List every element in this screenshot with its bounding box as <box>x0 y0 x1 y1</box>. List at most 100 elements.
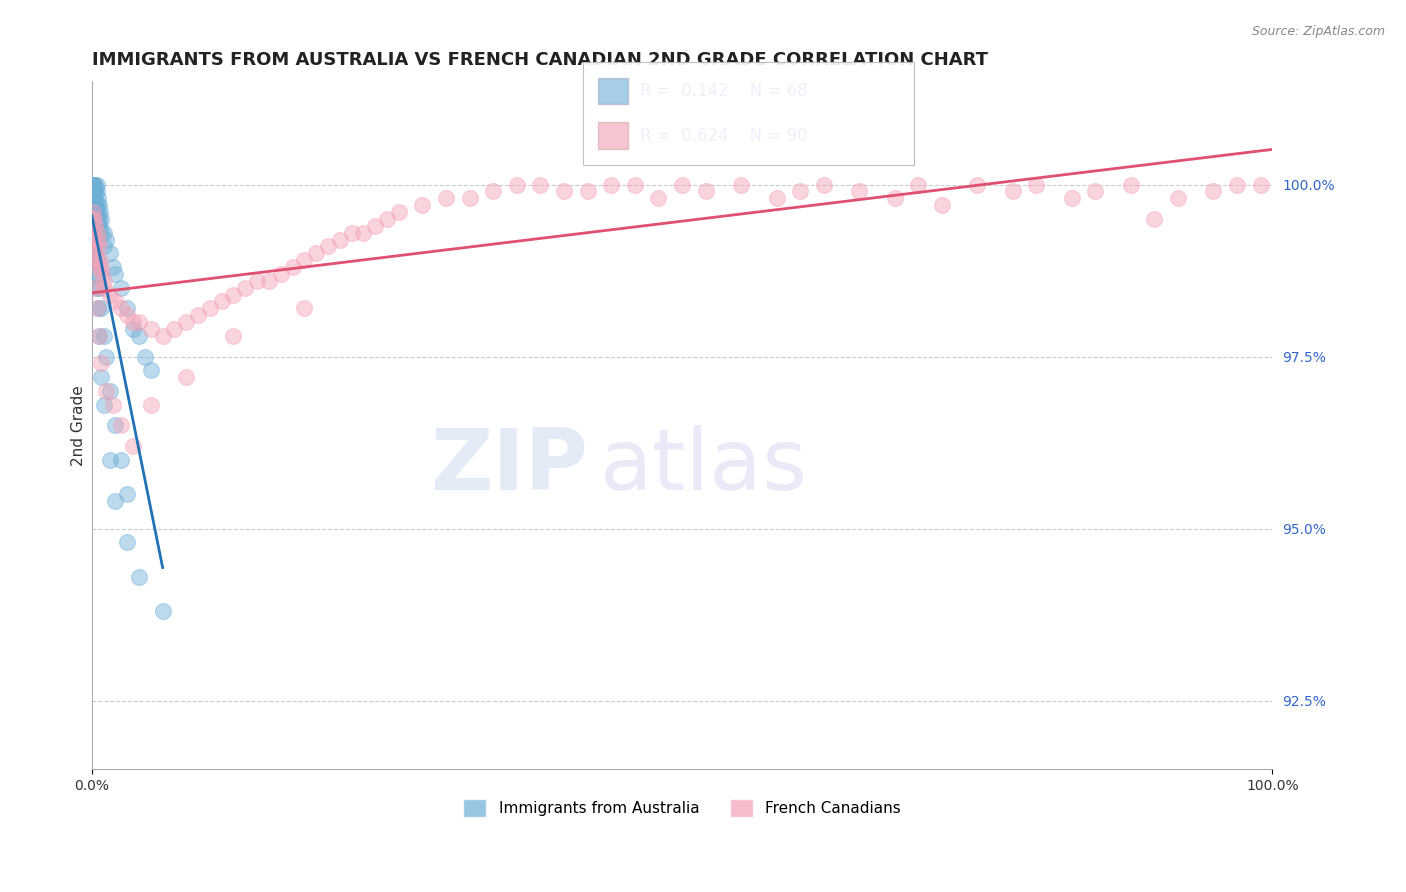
Point <box>83 239 105 253</box>
Point <box>1001 185 1024 199</box>
Point <box>82 205 104 219</box>
Point <box>93 274 115 288</box>
Point <box>139 398 162 412</box>
Point <box>122 315 145 329</box>
Point <box>83 246 105 260</box>
Point <box>86 191 108 205</box>
Point <box>83 185 105 199</box>
Point <box>281 260 304 274</box>
Point <box>110 418 132 433</box>
Point <box>211 294 233 309</box>
Point <box>174 315 197 329</box>
Point <box>93 239 115 253</box>
Point <box>647 191 669 205</box>
Point <box>86 301 108 316</box>
Point <box>122 439 145 453</box>
Point <box>848 185 870 199</box>
Point <box>316 239 339 253</box>
Point <box>529 178 551 192</box>
Point <box>83 226 105 240</box>
Point <box>83 281 105 295</box>
Point <box>115 301 138 316</box>
Point <box>80 178 103 192</box>
Point <box>98 384 121 398</box>
Point <box>163 322 186 336</box>
Point <box>270 267 292 281</box>
Point <box>84 267 107 281</box>
Point <box>80 211 103 226</box>
Point <box>93 226 115 240</box>
Point <box>86 219 108 233</box>
Point <box>257 274 280 288</box>
Point <box>80 211 103 226</box>
Point <box>86 185 108 199</box>
Point <box>222 287 245 301</box>
Point <box>86 198 108 212</box>
Point <box>90 301 112 316</box>
Point <box>84 205 107 219</box>
Point <box>82 185 104 199</box>
Point <box>86 253 108 268</box>
Point <box>1226 178 1249 192</box>
Point <box>600 178 623 192</box>
Point <box>931 198 953 212</box>
Point <box>110 301 132 316</box>
Point <box>110 452 132 467</box>
Point <box>1250 178 1272 192</box>
Point <box>101 260 124 274</box>
Text: IMMIGRANTS FROM AUSTRALIA VS FRENCH CANADIAN 2ND GRADE CORRELATION CHART: IMMIGRANTS FROM AUSTRALIA VS FRENCH CANA… <box>91 51 988 69</box>
Point <box>695 185 717 199</box>
Point <box>152 329 174 343</box>
Point <box>364 219 387 233</box>
Point <box>434 191 457 205</box>
Point <box>174 370 197 384</box>
Point <box>93 281 115 295</box>
Point <box>80 191 103 205</box>
Point <box>128 329 150 343</box>
Point <box>80 233 103 247</box>
Point <box>292 253 315 268</box>
Point <box>152 604 174 618</box>
Point <box>84 246 107 260</box>
Point <box>375 211 398 226</box>
Point <box>1143 211 1166 226</box>
Point <box>86 205 108 219</box>
Point <box>86 226 108 240</box>
Point <box>388 205 411 219</box>
Point <box>115 535 138 549</box>
Point <box>576 185 599 199</box>
Point <box>765 191 787 205</box>
Legend: Immigrants from Australia, French Canadians: Immigrants from Australia, French Canadi… <box>457 793 907 823</box>
Point <box>671 178 693 192</box>
Point <box>87 329 110 343</box>
Text: R =  0.142    N = 68: R = 0.142 N = 68 <box>640 82 807 100</box>
Point <box>90 211 112 226</box>
Point <box>305 246 328 260</box>
Point <box>789 185 811 199</box>
Point <box>84 178 107 192</box>
Point <box>83 178 105 192</box>
Point <box>84 233 107 247</box>
Point <box>813 178 835 192</box>
Point <box>246 274 269 288</box>
Point <box>458 191 481 205</box>
Point <box>966 178 988 192</box>
Point <box>87 281 110 295</box>
Point <box>93 329 115 343</box>
Point <box>198 301 221 316</box>
Point <box>730 178 752 192</box>
Point <box>134 350 156 364</box>
Point <box>87 329 110 343</box>
Point <box>84 246 107 260</box>
Text: atlas: atlas <box>599 425 807 508</box>
Point <box>87 239 110 253</box>
Point <box>94 384 117 398</box>
Point <box>101 398 124 412</box>
Point <box>86 267 108 281</box>
Point <box>86 301 108 316</box>
Point <box>1167 191 1189 205</box>
Point <box>1202 185 1225 199</box>
Point <box>84 198 107 212</box>
Point <box>411 198 433 212</box>
Point <box>1119 178 1142 192</box>
